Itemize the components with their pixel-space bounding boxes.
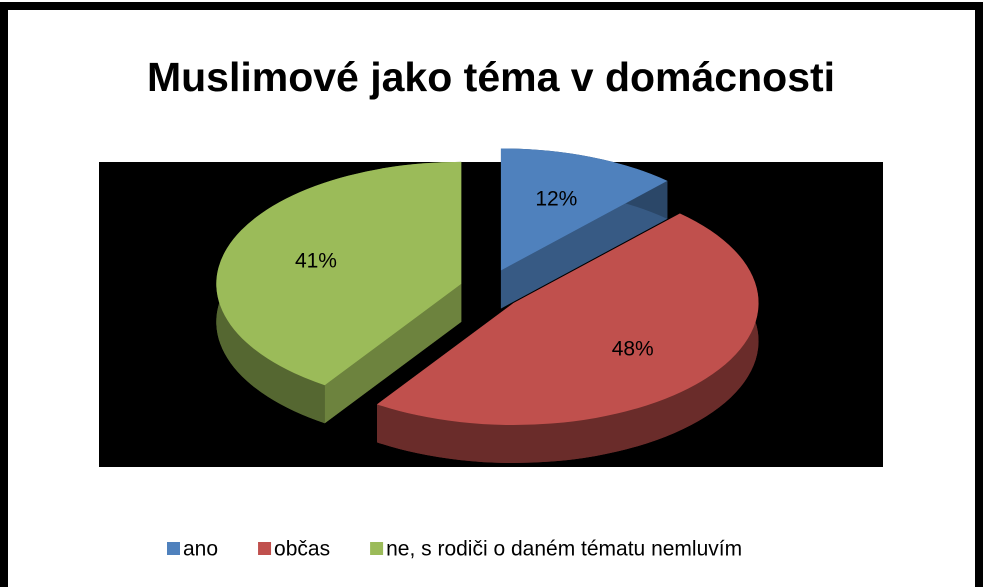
slice-wall: [324, 283, 462, 424]
slice: [500, 148, 668, 271]
slice: [216, 161, 462, 386]
slice-side: [377, 213, 759, 464]
slice: [377, 213, 759, 426]
legend-swatch: [167, 542, 180, 555]
legend-swatch: [258, 542, 272, 555]
legend-label: ano: [183, 538, 218, 561]
legend-label: ne, s rodiči o daném tématu nemluvím: [386, 538, 742, 561]
legend-label: občas: [274, 538, 330, 561]
chart-title: Muslimové jako téma v domácnosti: [147, 54, 835, 100]
data-label: 12%: [535, 188, 577, 211]
data-label: 48%: [612, 337, 654, 360]
legend-swatch: [370, 542, 384, 555]
data-label: 41%: [295, 249, 337, 272]
slice-wall: [500, 180, 668, 309]
